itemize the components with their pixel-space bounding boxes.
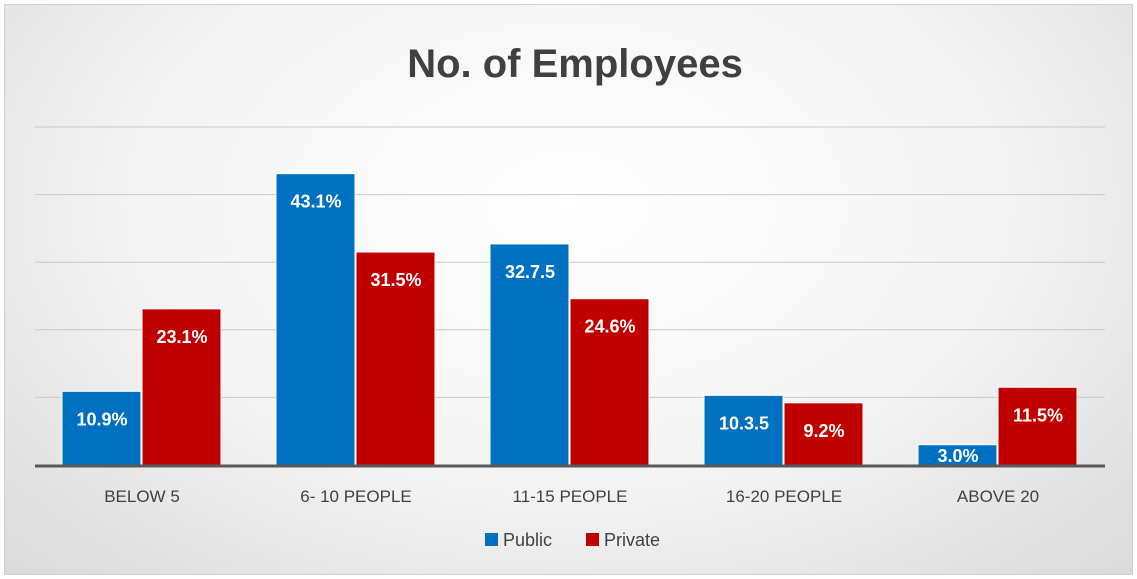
category-labels: BELOW 5 6- 10 PEOPLE 11-15 PEOPLE 16-20 PEO…	[104, 487, 1039, 506]
category-label: 6- 10 PEOPLE	[300, 487, 412, 506]
category-label: 16-20 PEOPLE	[726, 487, 842, 506]
data-label: 31.5%	[370, 270, 421, 290]
data-label: 11.5%	[1013, 405, 1063, 425]
data-label: 24.6%	[584, 317, 635, 337]
legend-item-public: Public	[485, 530, 552, 550]
bar-public	[275, 173, 356, 466]
legend-swatch	[586, 533, 599, 546]
bar-public	[61, 390, 142, 466]
data-label: 43.1%	[290, 192, 341, 212]
data-label: 3.0%	[937, 446, 978, 466]
bar-public	[489, 243, 570, 466]
category-label: BELOW 5	[104, 487, 180, 506]
legend-item-private: Private	[586, 530, 660, 550]
data-label: 10.9%	[76, 409, 127, 429]
data-labels: 10.9% 23.1% 43.1% 31.5% 32.7.5 24.6% 10.3.5 9.2…	[76, 192, 1063, 466]
bar-private	[783, 402, 864, 466]
bar-private	[997, 386, 1078, 466]
bar-private	[355, 251, 436, 466]
bar-chart: No. of Employees 10.9% 23.1% 43.1% 31.5% 32.…	[35, 42, 1105, 550]
legend-label: Private	[604, 530, 660, 550]
data-label: 9.2%	[803, 421, 844, 441]
data-label: 10.3.5	[719, 413, 769, 433]
bars	[61, 173, 1078, 466]
category-label: ABOVE 20	[957, 487, 1039, 506]
bar-private	[569, 298, 650, 466]
legend: Public Private	[485, 530, 660, 550]
data-label: 32.7.5	[505, 262, 555, 282]
bar-public	[703, 394, 784, 466]
chart-title: No. of Employees	[407, 42, 743, 86]
chart-area: No. of Employees 10.9% 23.1% 43.1% 31.5% 32.…	[4, 4, 1133, 575]
category-label: 11-15 PEOPLE	[513, 487, 628, 506]
legend-label: Public	[503, 530, 552, 550]
legend-swatch	[485, 533, 498, 546]
data-label: 23.1%	[156, 327, 207, 347]
